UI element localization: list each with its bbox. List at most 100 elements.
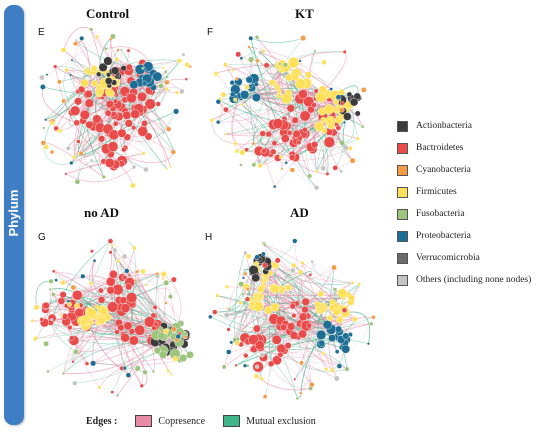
network-node — [284, 160, 288, 165]
network-node — [74, 38, 78, 42]
network-node — [160, 271, 167, 278]
copresence-swatch — [135, 415, 153, 427]
network-node — [304, 71, 313, 79]
network-node — [295, 396, 300, 401]
network-node — [119, 296, 128, 304]
network-node — [281, 92, 293, 104]
network-node — [80, 273, 86, 279]
network-node — [112, 98, 118, 104]
network-node — [334, 290, 338, 294]
network-node — [263, 243, 267, 247]
network-node — [74, 97, 83, 106]
network-node — [174, 90, 179, 95]
network-node — [314, 301, 321, 308]
network-node — [144, 283, 148, 287]
network-edge — [308, 50, 316, 145]
network-node — [155, 101, 161, 107]
network-edge — [229, 277, 256, 310]
network-node — [307, 173, 313, 179]
network-node — [137, 91, 148, 102]
network-node — [89, 27, 94, 32]
network-node — [33, 304, 40, 311]
network-node — [274, 84, 281, 91]
panel-letter-g: G — [38, 232, 46, 243]
network-node — [282, 62, 288, 68]
network-edge — [67, 88, 167, 149]
network-node — [104, 46, 108, 51]
network-node — [323, 104, 335, 115]
network-node — [249, 300, 256, 307]
network-node — [183, 335, 188, 340]
network-node — [165, 167, 169, 171]
network-node — [78, 150, 84, 156]
edge-item-copresence: Copresence — [135, 415, 205, 427]
network-node — [88, 319, 94, 326]
network-node — [271, 140, 278, 146]
network-node — [257, 163, 263, 169]
network-edge — [255, 323, 372, 347]
network-node — [239, 56, 244, 61]
network-node — [131, 125, 137, 131]
network-node — [120, 303, 131, 314]
network-edge — [73, 334, 157, 341]
network-panel-h — [208, 238, 376, 401]
network-node — [110, 33, 116, 40]
network-node — [251, 162, 257, 168]
network-node — [104, 157, 115, 168]
network-node — [306, 322, 312, 329]
panel-title-no-ad: no AD — [84, 205, 120, 220]
network-edge — [70, 70, 88, 83]
network-node — [238, 330, 242, 334]
network-node — [339, 107, 345, 113]
network-node — [104, 109, 112, 117]
network-node — [121, 253, 128, 260]
network-edge — [49, 294, 76, 353]
network-edge — [72, 322, 120, 362]
network-node — [90, 360, 97, 367]
network-node — [336, 315, 344, 324]
network-node — [292, 238, 298, 244]
network-node — [168, 164, 172, 168]
network-edge — [250, 37, 304, 43]
network-node — [323, 136, 336, 148]
network-node — [301, 297, 310, 307]
panel-letter-h: H — [205, 232, 213, 243]
network-node — [129, 80, 139, 90]
network-node — [341, 344, 351, 354]
network-node — [116, 48, 120, 52]
network-node — [86, 307, 97, 319]
network-node — [233, 141, 238, 146]
network-node — [242, 363, 248, 368]
network-node — [144, 316, 156, 328]
network-node — [142, 369, 148, 375]
network-node — [272, 118, 284, 129]
network-node — [75, 155, 79, 159]
network-node — [335, 94, 342, 100]
network-node — [109, 269, 118, 279]
mutual-exclusion-swatch — [223, 415, 241, 427]
network-node — [72, 380, 78, 386]
network-node — [235, 51, 242, 58]
network-node — [313, 88, 319, 94]
network-node — [337, 288, 348, 299]
network-node — [289, 331, 299, 340]
network-node — [271, 262, 280, 270]
network-node — [116, 258, 121, 263]
network-node — [298, 269, 304, 276]
network-node — [267, 360, 275, 367]
network-node — [308, 272, 313, 277]
network-node — [318, 339, 326, 347]
network-node — [347, 145, 353, 151]
network-node — [170, 373, 173, 377]
network-node — [43, 144, 49, 150]
network-edge — [219, 99, 325, 132]
network-node — [57, 79, 62, 85]
network-edge — [241, 277, 343, 294]
network-node — [57, 128, 63, 133]
network-node — [45, 73, 49, 77]
network-node — [48, 287, 52, 291]
edges-heading: Edges : — [86, 415, 118, 427]
network-edge — [126, 270, 182, 324]
network-node — [286, 104, 295, 113]
network-edge — [112, 274, 172, 376]
